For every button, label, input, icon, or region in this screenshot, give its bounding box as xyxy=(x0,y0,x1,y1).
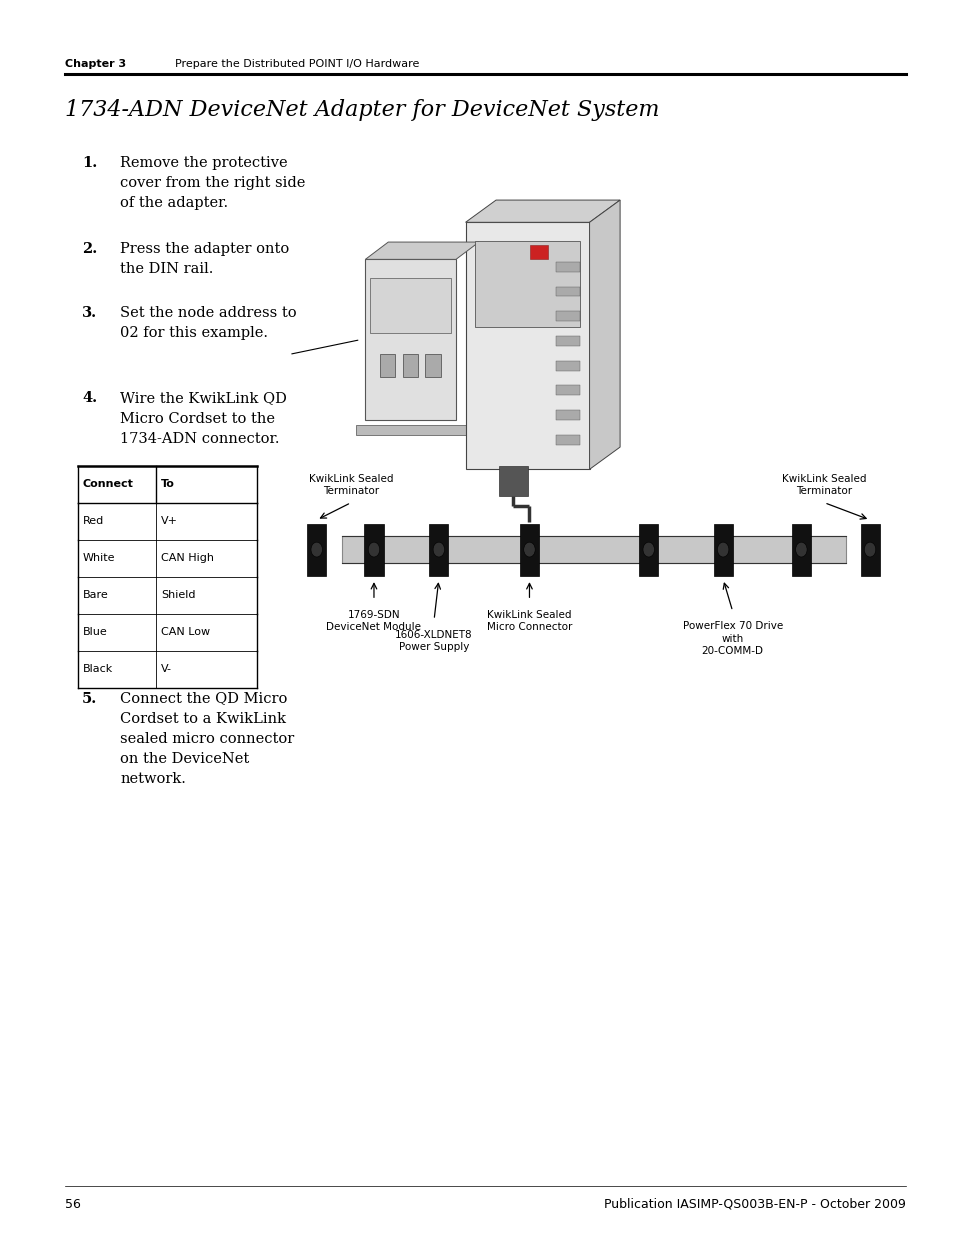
Bar xyxy=(556,262,579,272)
Bar xyxy=(465,222,589,469)
Bar xyxy=(370,278,451,333)
Bar xyxy=(307,524,326,576)
Bar xyxy=(860,524,879,576)
Text: Connect the QD Micro
Cordset to a KwikLink
sealed micro connector
on the DeviceN: Connect the QD Micro Cordset to a KwikLi… xyxy=(120,692,294,785)
Polygon shape xyxy=(365,242,478,259)
Circle shape xyxy=(368,542,379,557)
Text: 5.: 5. xyxy=(82,692,97,705)
Text: Red: Red xyxy=(83,516,104,526)
Text: Bare: Bare xyxy=(83,590,109,600)
Text: PowerFlex 70 Drive
with
20-COMM-D: PowerFlex 70 Drive with 20-COMM-D xyxy=(681,621,782,656)
Text: White: White xyxy=(83,553,115,563)
Text: KwikLink Sealed
Terminator: KwikLink Sealed Terminator xyxy=(781,474,865,496)
Text: KwikLink Sealed
Micro Connector: KwikLink Sealed Micro Connector xyxy=(486,610,572,632)
Circle shape xyxy=(717,542,728,557)
Bar xyxy=(364,524,383,576)
Text: V+: V+ xyxy=(161,516,178,526)
Polygon shape xyxy=(589,200,619,469)
Bar xyxy=(556,410,579,420)
Text: 4.: 4. xyxy=(82,391,97,405)
Text: 1734-ADN DeviceNet Adapter for DeviceNet System: 1734-ADN DeviceNet Adapter for DeviceNet… xyxy=(65,99,659,121)
Text: 3.: 3. xyxy=(82,306,97,320)
Text: 1769-SDN
DeviceNet Module: 1769-SDN DeviceNet Module xyxy=(326,610,421,632)
Text: 56: 56 xyxy=(65,1198,81,1212)
Bar xyxy=(556,385,579,395)
Bar xyxy=(365,259,456,420)
Text: Chapter 3: Chapter 3 xyxy=(65,59,126,69)
Bar xyxy=(379,354,395,377)
Text: 1606-XLDNET8
Power Supply: 1606-XLDNET8 Power Supply xyxy=(395,630,473,652)
Circle shape xyxy=(795,542,806,557)
Text: KwikLink Sealed
Terminator: KwikLink Sealed Terminator xyxy=(309,474,393,496)
Bar xyxy=(791,524,810,576)
Bar xyxy=(556,361,579,370)
Bar xyxy=(713,524,732,576)
Bar xyxy=(556,311,579,321)
Text: CAN High: CAN High xyxy=(161,553,214,563)
Text: Blue: Blue xyxy=(83,627,108,637)
Text: V-: V- xyxy=(161,664,172,674)
Bar xyxy=(639,524,658,576)
Text: Connect: Connect xyxy=(83,479,133,489)
Circle shape xyxy=(642,542,654,557)
Circle shape xyxy=(311,542,322,557)
Text: Publication IASIMP-QS003B-EN-P - October 2009: Publication IASIMP-QS003B-EN-P - October… xyxy=(604,1198,905,1212)
Bar xyxy=(519,524,538,576)
Bar xyxy=(402,354,417,377)
Bar xyxy=(556,287,579,296)
Text: Shield: Shield xyxy=(161,590,195,600)
Text: Black: Black xyxy=(83,664,113,674)
Text: CAN Low: CAN Low xyxy=(161,627,210,637)
Circle shape xyxy=(523,542,535,557)
Bar xyxy=(429,524,448,576)
Polygon shape xyxy=(355,425,465,435)
Text: Remove the protective
cover from the right side
of the adapter.: Remove the protective cover from the rig… xyxy=(120,156,305,210)
Text: To: To xyxy=(161,479,175,489)
Text: 1.: 1. xyxy=(82,156,97,169)
Bar xyxy=(341,536,845,563)
Bar xyxy=(498,466,527,496)
Text: Wire the KwikLink QD
Micro Cordset to the
1734-ADN connector.: Wire the KwikLink QD Micro Cordset to th… xyxy=(120,391,287,446)
Text: 2.: 2. xyxy=(82,242,97,256)
Text: Prepare the Distributed POINT I/O Hardware: Prepare the Distributed POINT I/O Hardwa… xyxy=(174,59,418,69)
Polygon shape xyxy=(465,200,619,222)
Text: Set the node address to
02 for this example.: Set the node address to 02 for this exam… xyxy=(120,306,296,341)
Bar xyxy=(475,241,579,327)
Bar xyxy=(556,336,579,346)
Bar xyxy=(556,435,579,445)
Circle shape xyxy=(863,542,875,557)
Bar xyxy=(425,354,440,377)
Text: Press the adapter onto
the DIN rail.: Press the adapter onto the DIN rail. xyxy=(120,242,289,277)
Circle shape xyxy=(433,542,444,557)
Bar xyxy=(530,245,547,259)
